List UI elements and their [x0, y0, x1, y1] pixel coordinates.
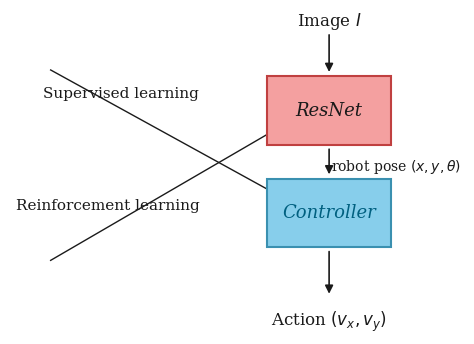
FancyBboxPatch shape: [267, 179, 391, 247]
Text: robot pose $(x, y, \theta)$: robot pose $(x, y, \theta)$: [330, 158, 461, 176]
Text: Controller: Controller: [282, 204, 376, 222]
Text: Reinforcement learning: Reinforcement learning: [16, 199, 200, 213]
Text: Action $(v_x, v_y)$: Action $(v_x, v_y)$: [271, 310, 387, 334]
Text: Image $\mathit{I}$: Image $\mathit{I}$: [297, 11, 361, 32]
FancyBboxPatch shape: [267, 76, 391, 145]
Text: ResNet: ResNet: [296, 101, 363, 120]
Text: Supervised learning: Supervised learning: [43, 87, 199, 100]
